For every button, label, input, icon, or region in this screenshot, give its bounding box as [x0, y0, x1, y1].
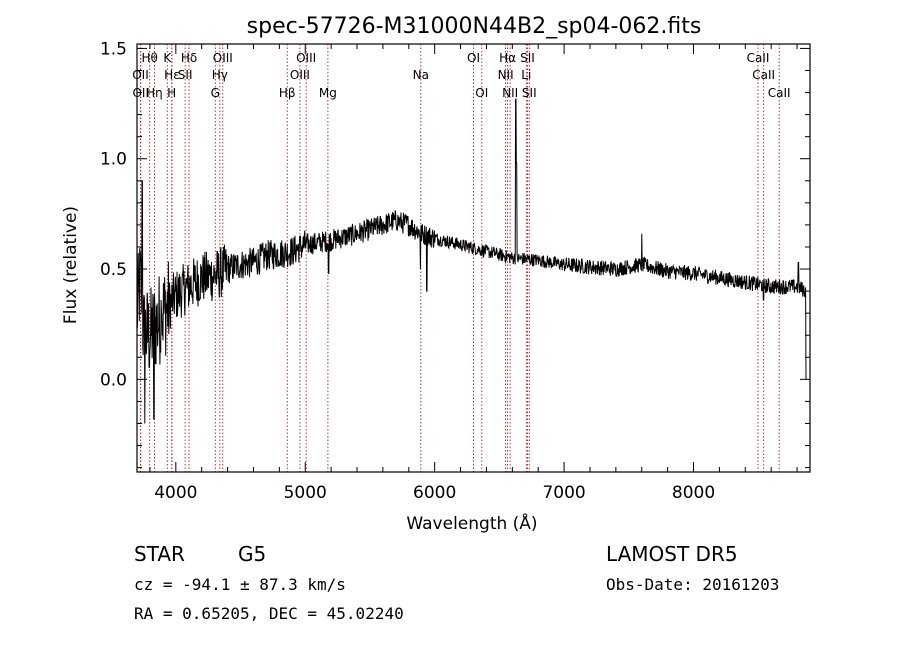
- spectrum-line: [136, 98, 807, 424]
- x-tick-label: 5000: [284, 483, 327, 503]
- coordinates: RA = 0.65205, DEC = 45.02240: [134, 604, 404, 623]
- spectral-line-labels: Hθ Hε K Hδ OIII OIII OI Hα SII CaII OII SII Hγ OIII Na…: [132, 51, 790, 100]
- spectral-line-label: Mg: [319, 86, 337, 100]
- spectral-line-label: OII: [132, 86, 149, 100]
- spectral-line-label: G: [211, 86, 220, 100]
- spectral-line-label: Hη: [146, 86, 163, 100]
- spectral-line-label: Na: [413, 68, 429, 82]
- x-tick-label: 6000: [413, 483, 456, 503]
- survey-name: LAMOST DR5: [606, 542, 738, 566]
- spectral-line-label: OII: [132, 68, 149, 82]
- spectral-line-label: SII: [178, 68, 193, 82]
- x-tick-label: 7000: [542, 483, 585, 503]
- x-tick-label: 4000: [154, 483, 197, 503]
- spectral-line-label: CaII: [768, 86, 791, 100]
- spectral-line-label: Hα: [499, 51, 516, 65]
- x-axis-label: Wavelength (Å): [406, 512, 537, 534]
- x-tick-label: 8000: [672, 483, 715, 503]
- spectral-line-label: OIII: [296, 51, 316, 65]
- obs-date: Obs-Date: 20161203: [606, 575, 779, 594]
- x-axis-ticks: 4000 5000 6000 7000 8000: [149, 44, 798, 503]
- spectral-line-label: K: [163, 51, 172, 65]
- spectral-line-label: Hγ: [212, 68, 228, 82]
- spectral-line-label: Hβ: [279, 86, 296, 100]
- y-axis-label: Flux (relative): [61, 206, 81, 324]
- object-subclass: G5: [238, 542, 266, 566]
- redshift-line: cz = -94.1 ± 87.3 km/s: [134, 575, 346, 594]
- spectral-line-label: Hδ: [181, 51, 197, 65]
- spectral-line-label: SII: [520, 51, 535, 65]
- spectral-line-label: OIII: [213, 51, 233, 65]
- spectral-line-label: Hε: [164, 68, 180, 82]
- spectral-line-markers: [140, 44, 780, 472]
- spectral-line-label: SII: [522, 86, 537, 100]
- y-tick-label: 1.0: [100, 150, 127, 170]
- spectral-line-label: CaII: [752, 68, 775, 82]
- spectral-line-label: NII: [498, 68, 514, 82]
- y-tick-label: 0.5: [100, 260, 127, 280]
- plot-frame: [136, 43, 811, 473]
- y-tick-label: 1.5: [100, 39, 127, 59]
- spectral-line-label: Hθ: [141, 51, 157, 65]
- spectral-line-label: H: [167, 86, 176, 100]
- spectral-line-label: OIII: [290, 68, 310, 82]
- spectral-line-label: CaII: [747, 51, 770, 65]
- spectral-line-label: OI: [475, 86, 488, 100]
- y-tick-label: 0.0: [100, 370, 127, 390]
- y-axis-ticks: 0.0 0.5 1.0 1.5: [100, 39, 810, 469]
- spectral-line-label: OI: [467, 51, 480, 65]
- spectral-line-label: NII: [502, 86, 518, 100]
- object-class: STAR: [134, 542, 185, 566]
- spectral-line-label: Li: [521, 68, 531, 82]
- chart-title: spec-57726-M31000N44B2_sp04-062.fits: [247, 14, 702, 39]
